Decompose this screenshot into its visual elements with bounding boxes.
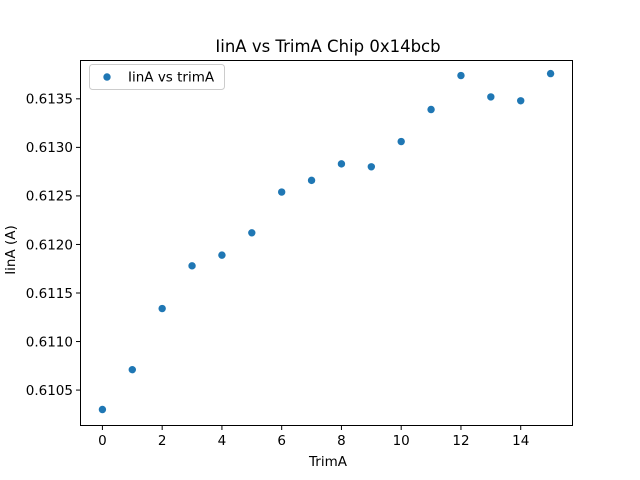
data-point	[307, 176, 316, 185]
y-axis-label: IinA (A)	[3, 225, 19, 275]
y-tick-label: 0.6135	[26, 92, 73, 108]
x-tick-label: 12	[452, 433, 469, 449]
data-point	[128, 365, 136, 374]
data-point	[367, 163, 376, 171]
x-tick-label: 10	[393, 433, 410, 449]
y-tick-label: 0.6105	[26, 383, 73, 399]
data-point	[427, 105, 435, 114]
legend: IinA vs trimA	[89, 64, 225, 90]
y-tick-label: 0.6110	[26, 334, 73, 350]
data-point	[188, 262, 196, 270]
scatter-points	[98, 69, 555, 414]
plot-frame	[80, 60, 573, 426]
data-point	[277, 188, 286, 196]
data-point	[517, 97, 525, 105]
legend-box	[89, 64, 225, 90]
legend-marker-icon	[103, 73, 111, 81]
x-tick-label: 4	[218, 433, 227, 449]
data-point	[337, 160, 346, 168]
data-point	[218, 251, 226, 259]
y-tick-label: 0.6125	[26, 189, 73, 205]
x-tick-label: 8	[337, 433, 346, 449]
data-point	[158, 304, 166, 313]
x-tick-label: 6	[277, 433, 286, 449]
x-tick-label: 14	[512, 433, 529, 449]
chart-title: IinA vs TrimA Chip 0x14bcb	[215, 37, 440, 56]
y-axis-ticks: 0.6105 0.6110 0.6115 0.6120 0.6125 0.6130 0.61…	[26, 92, 80, 399]
data-point	[457, 71, 465, 80]
data-point	[546, 69, 555, 78]
x-tick-label: 2	[158, 433, 167, 449]
x-tick-label: 0	[98, 433, 107, 449]
y-tick-label: 0.6115	[26, 286, 73, 302]
data-point	[397, 137, 405, 146]
data-point	[248, 229, 256, 237]
y-tick-label: 0.6130	[26, 140, 73, 156]
x-axis-label: TrimA	[308, 454, 348, 470]
data-point	[98, 405, 107, 414]
legend-label: IinA vs trimA	[128, 70, 215, 86]
y-tick-label: 0.6120	[26, 237, 73, 253]
data-point	[487, 93, 495, 101]
x-axis-ticks: 0 2 4 6 8 10 12 14	[98, 426, 529, 449]
